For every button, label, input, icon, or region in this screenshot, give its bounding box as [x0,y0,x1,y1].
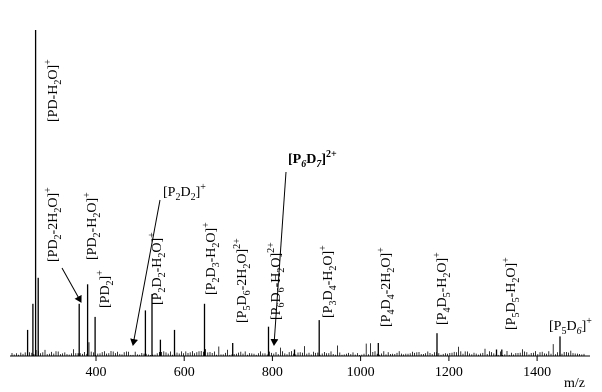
x-axis-tick-labels: 400 600 800 1000 1200 1400 [86,365,552,380]
annotation-p2d3-h2o: [P2D3-H2O]+ [201,222,222,295]
annotation-p2d2: [P2D2]+ [163,182,206,203]
annotation-p6d7: [P6D7]2+ [288,149,337,170]
annotation-p3d4-h2o: [P3D4-H2O]+ [318,245,339,318]
x-tick-label-600: 600 [174,365,195,380]
x-tick-label-800: 800 [262,365,283,380]
annotation-p6d6-h2o: [P6D6-H2O]2+ [266,242,287,320]
baseline-noise [11,342,585,356]
peak-series [26,30,561,356]
arrow-p6d7 [270,171,287,346]
annotation-p2d2-h2o: [P2D2-H2O]+ [147,232,168,305]
arrow-pd2-2h2o [61,267,82,303]
x-axis-label: m/z [564,376,585,391]
annotation-pd2-h2o: [PD2-H2O]+ [82,192,103,260]
annotation-p4d5-h2o: [P4D5-H2O]+ [432,252,453,325]
annotation-p5d5-h2o: [P5D5-H2O]+ [501,257,522,330]
annotation-pd-h2o: [PD-H2O]+ [43,59,64,122]
annotation-p5d6: [P5D6]+ [549,316,592,337]
arrow-p2d2 [130,199,161,346]
annotation-p5d6-2h2o: [P5D6-2H2O]2+ [232,238,253,323]
annotation-pd2-2h2o: [PD2-2H2O]+ [43,187,64,262]
x-tick-label-1000: 1000 [347,365,375,380]
x-tick-label-400: 400 [86,365,107,380]
x-tick-label-1200: 1200 [435,365,463,380]
annotation-p4d4-2h2o: [P4D4-2H2O]+ [376,247,397,327]
x-tick-label-1400: 1400 [523,365,551,380]
annotation-pd2: [PD2]+ [95,270,116,308]
x-axis-ticks [95,356,538,361]
